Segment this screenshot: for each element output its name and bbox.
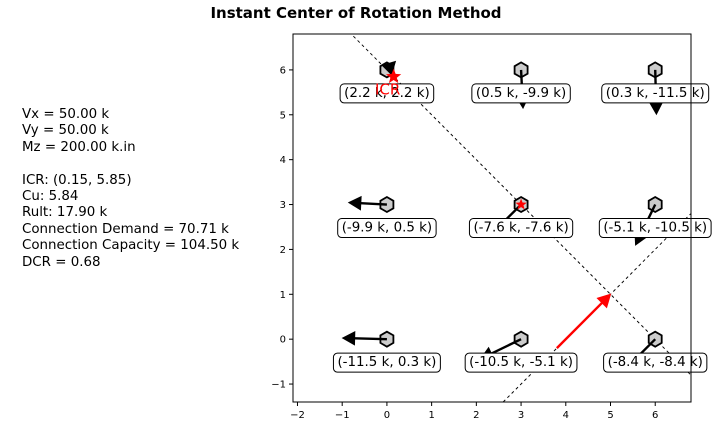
force-arrow: [381, 60, 397, 76]
info-line: Vy = 50.00 k: [22, 123, 109, 139]
x-tick-label: 4: [563, 410, 569, 421]
arrow-head: [596, 293, 612, 309]
force-label-box: [601, 83, 710, 104]
force-label-box: [468, 218, 574, 239]
y-tick-label: 5: [280, 110, 286, 121]
force-label: (-5.1 k, -10.5 k): [603, 221, 707, 236]
plot-frame: [292, 33, 692, 403]
info-line: Connection Demand = 70.71 k: [22, 221, 229, 237]
applied-load-arrow: [555, 293, 612, 349]
centroid-marker: [515, 198, 527, 210]
force-arrow: [347, 195, 387, 211]
force-label: (-11.5 k, 0.3 k): [337, 355, 436, 370]
x-tick-label: 2: [473, 410, 479, 421]
arrow-head: [648, 101, 664, 116]
arrow-head: [341, 331, 356, 346]
icr-marker: [386, 68, 402, 84]
arrow-shaft: [360, 202, 387, 206]
y-tick-label: 2: [280, 245, 286, 256]
y-tick-label: 3: [280, 200, 286, 211]
force-label-box: [332, 352, 441, 373]
force-label-box: [471, 83, 571, 104]
force-label: (-10.5 k, -5.1 k): [469, 355, 573, 370]
x-tick-label: −2: [290, 410, 305, 421]
x-tick-label: 6: [652, 410, 658, 421]
force-label-box: [464, 352, 578, 373]
force-label-box: [598, 218, 712, 239]
arrow-shaft: [555, 301, 603, 349]
force-label: (-9.9 k, 0.5 k): [342, 221, 432, 236]
arrow-shaft: [490, 338, 522, 355]
y-tick-label: 6: [280, 65, 286, 76]
info-panel: Vx = 50.00 k Vy = 50.00 k Mz = 200.00 k.in…: [22, 107, 239, 271]
arrow-head: [381, 60, 397, 76]
force-label-box: [337, 218, 437, 239]
force-arrow: [341, 331, 387, 346]
info-line: ICR: (0.15, 5.85): [22, 172, 132, 188]
y-tick-label: 1: [280, 290, 286, 301]
x-tick-label: 0: [384, 410, 390, 421]
y-tick-label: −1: [271, 380, 286, 391]
info-line: Connection Capacity = 104.50 k: [22, 238, 240, 254]
force-label: (0.5 k, -9.9 k): [476, 86, 566, 101]
force-label: (-8.4 k, -8.4 k): [608, 355, 703, 370]
info-line: Mz = 200.00 k.in: [22, 139, 136, 155]
y-tick-label: 0: [280, 335, 286, 346]
y-tick-label: 4: [280, 155, 286, 166]
arrow-head: [347, 195, 362, 211]
force-label: (0.3 k, -11.5 k): [606, 86, 705, 101]
force-label: (-7.6 k, -7.6 k): [473, 221, 568, 236]
x-tick-label: 5: [607, 410, 613, 421]
info-line: Rult: 17.90 k: [22, 205, 108, 221]
chart-title: Instant Center of Rotation Method: [210, 4, 502, 22]
x-tick-label: −1: [335, 410, 350, 421]
info-line: Cu: 5.84: [22, 189, 79, 205]
x-tick-label: 3: [518, 410, 524, 421]
info-line: Vx = 50.00 k: [22, 107, 110, 122]
icr-label: ICR: [375, 81, 400, 99]
bolt-marker: [513, 330, 529, 348]
info-line: DCR = 0.68: [22, 254, 101, 270]
x-tick-label: 1: [428, 410, 434, 421]
force-label: (2.2 k, 2.2 k): [344, 86, 430, 101]
force-label-box: [339, 83, 435, 104]
bolt-marker: [647, 195, 663, 214]
arrow-shaft: [354, 337, 387, 341]
force-label-box: [603, 352, 708, 373]
